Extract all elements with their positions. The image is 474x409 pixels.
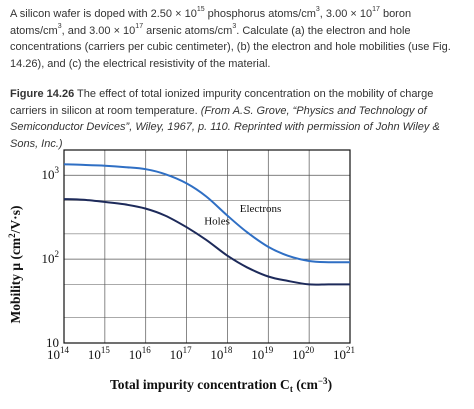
problem-text: , 3.00 × 10 <box>319 8 373 20</box>
problem-text: . Calculate (a) the electron and hole co… <box>10 24 451 70</box>
problem-text: arsenic atoms/cm <box>143 24 233 37</box>
tick-labels: 1014 1015 1016 1017 1018 1019 1020 1021 10 102 103 <box>42 165 356 362</box>
x-axis-label-sup: −3 <box>318 376 328 386</box>
figure-caption: Figure 14.26 The effect of total ionized… <box>10 86 466 152</box>
y-axis-label: Mobility μ (cm2/V·s) <box>7 206 23 324</box>
x-tick-label: 1017 <box>170 345 193 362</box>
x-tick-label: 1014 <box>47 345 70 362</box>
problem-statement: A silicon wafer is doped with 2.50 × 101… <box>10 6 466 72</box>
y-tick-label: 102 <box>42 249 60 266</box>
problem-text: , and 3.00 × 10 <box>61 24 136 37</box>
x-tick-label: 1019 <box>251 345 274 362</box>
series-line-electrons <box>63 163 351 264</box>
problem-text: phosphorus atoms/cm <box>204 8 316 20</box>
y-axis-label-text: /V·s) <box>8 206 23 235</box>
series-label-electrons: Electrons <box>240 203 282 215</box>
x-axis-label-sub: t <box>290 384 293 394</box>
x-tick-label: 1021 <box>333 345 355 362</box>
plot-frame <box>63 149 351 344</box>
problem-exponent: 15 <box>196 6 205 14</box>
problem-exponent: 3 <box>57 22 62 30</box>
problem-exponent: 17 <box>372 6 380 14</box>
x-tick-label: 1020 <box>292 345 315 362</box>
caption-source: (From A.S. Grove, “Physics and Technolog… <box>10 104 440 150</box>
problem-exponent: 3 <box>232 22 237 30</box>
series-label-holes: Holes <box>204 216 230 228</box>
series-line-holes <box>63 198 350 286</box>
y-tick-label: 10 <box>46 335 59 350</box>
series-labels: Electrons Holes <box>204 203 281 228</box>
x-axis-label: Total impurity concentration Ct (cm−3) <box>110 376 332 394</box>
x-axis-label-text: (cm <box>293 377 319 392</box>
y-tick-label: 103 <box>42 165 60 182</box>
x-tick-label: 1015 <box>88 345 111 362</box>
y-axis-label-text: Mobility μ (cm <box>8 237 23 323</box>
x-tick-label: 1018 <box>210 345 233 362</box>
problem-text: boron atoms/cm <box>10 8 412 37</box>
figure-label: Figure 14.26 <box>10 88 75 100</box>
x-axis-label-text: Total impurity concentration C <box>110 377 290 392</box>
series-group <box>63 163 351 286</box>
problem-exponent: 17 <box>135 22 144 30</box>
x-axis-label-text: ) <box>328 377 333 392</box>
x-tick-label: 1016 <box>129 345 152 362</box>
grid <box>64 150 350 343</box>
problem-exponent: 3 <box>315 6 320 14</box>
y-axis-label-sup: 2 <box>7 233 17 238</box>
caption-text: The effect of total ionized impurity con… <box>10 88 434 117</box>
problem-text: A silicon wafer is doped with 2.50 × 10 <box>10 8 197 20</box>
